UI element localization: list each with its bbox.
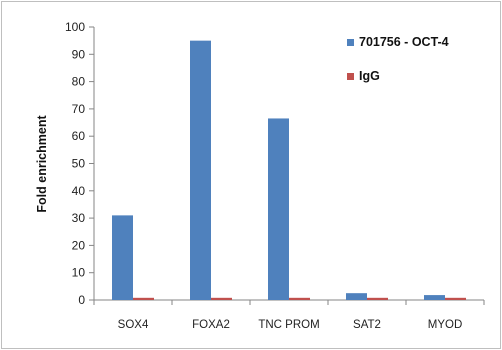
bar-target-foxa2 [190,40,211,301]
y-axis: 0 10 20 30 40 50 60 70 80 90 100 [65,20,95,307]
bar-igg-sox4 [133,297,154,300]
x-axis: SOX4 FOXA2 TNC PROM SAT2 MYOD [93,299,485,331]
category-label: FOXA2 [192,319,230,331]
legend-label: 701756 - OCT-4 [359,35,449,49]
bar-target-sat2 [346,293,367,300]
y-tick-label: 20 [72,238,86,252]
category-label: SAT2 [353,319,381,331]
legend-swatch [347,73,354,80]
category-label: SOX4 [118,319,149,331]
bar-igg-tnc-prom [289,297,310,300]
y-tick-label: 40 [72,184,86,198]
bar-igg-myod [445,297,466,300]
y-axis-label: Fold enrichment [35,115,49,213]
bar-igg-sat2 [367,297,388,300]
legend: 701756 - OCT-4 IgG [347,35,449,83]
legend-label: IgG [359,69,380,83]
y-tick-label: 50 [72,157,86,171]
y-tick-label: 0 [78,293,85,307]
bar-target-myod [424,295,445,300]
y-tick-label: 80 [72,75,86,89]
y-tick-label: 30 [72,211,86,225]
category-label: MYOD [428,319,463,331]
y-tick-label: 90 [72,47,86,61]
bar-igg-foxa2 [211,297,232,300]
bars [112,40,466,301]
y-tick-label: 60 [72,129,86,143]
bar-target-sox4 [112,215,133,300]
legend-swatch [347,39,354,46]
y-tick-label: 10 [72,266,86,280]
y-tick-label: 70 [72,102,86,116]
category-label: TNC PROM [258,319,319,331]
y-tick-label: 100 [65,20,85,34]
bar-target-tnc-prom [268,118,289,300]
